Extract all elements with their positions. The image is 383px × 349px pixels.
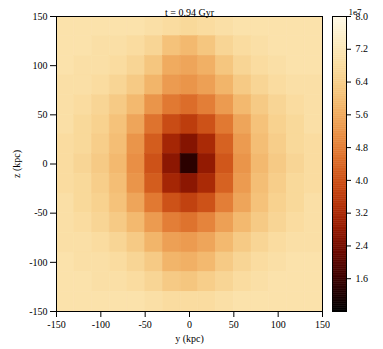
svg-text:-100: -100 [92, 319, 110, 330]
svg-text:-100: -100 [29, 257, 47, 268]
svg-text:50: 50 [38, 109, 48, 120]
svg-text:z (kpc): z (kpc) [11, 150, 23, 178]
svg-text:4.0: 4.0 [356, 175, 369, 186]
svg-text:4.8: 4.8 [356, 142, 369, 153]
svg-text:6.4: 6.4 [356, 76, 369, 87]
svg-text:150: 150 [33, 11, 48, 22]
svg-text:8.0: 8.0 [355, 10, 368, 22]
svg-text:0: 0 [187, 319, 192, 330]
svg-text:100: 100 [271, 319, 286, 330]
svg-text:3.2: 3.2 [356, 207, 369, 218]
svg-text:5.6: 5.6 [356, 109, 369, 120]
svg-text:2.4: 2.4 [356, 240, 369, 251]
svg-text:-50: -50 [138, 319, 151, 330]
svg-text:-150: -150 [47, 319, 65, 330]
svg-text:-50: -50 [34, 207, 47, 218]
svg-text:1.6: 1.6 [356, 273, 369, 284]
svg-text:0: 0 [43, 158, 48, 169]
svg-text:150: 150 [315, 319, 330, 330]
svg-text:1e7: 1e7 [349, 7, 362, 17]
svg-text:7.2: 7.2 [356, 43, 369, 54]
svg-text:-150: -150 [29, 306, 47, 317]
svg-text:y (kpc): y (kpc) [175, 333, 204, 345]
svg-text:100: 100 [33, 60, 48, 71]
svg-text:50: 50 [229, 319, 239, 330]
svg-text:t = 0.94 Gyr: t = 0.94 Gyr [165, 7, 215, 18]
